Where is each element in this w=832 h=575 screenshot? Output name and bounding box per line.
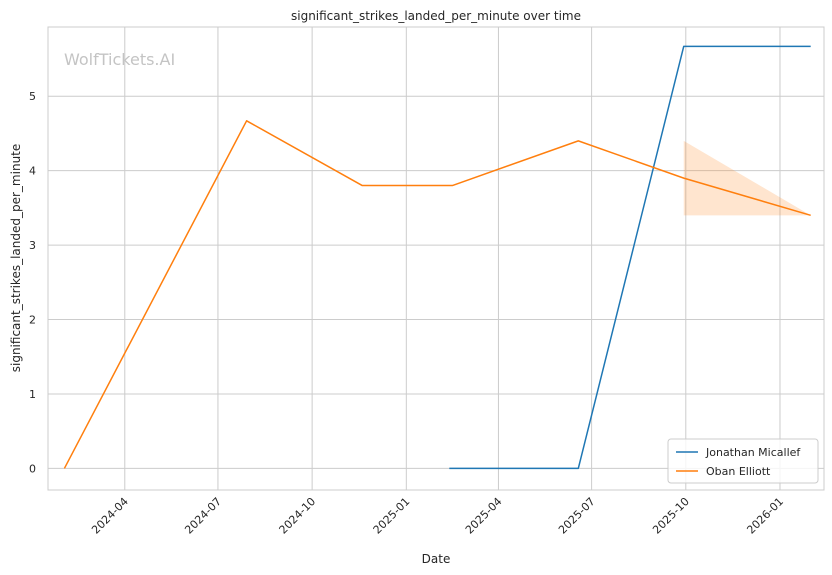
legend-label: Jonathan Micallef bbox=[705, 446, 801, 459]
x-tick-label: 2024-04 bbox=[89, 495, 131, 537]
x-tick-label: 2024-10 bbox=[277, 495, 319, 537]
series-layer bbox=[63, 45, 811, 470]
x-tick-label: 2025-04 bbox=[463, 495, 505, 537]
y-tick-label: 3 bbox=[29, 239, 36, 252]
y-axis-label: significant_strikes_landed_per_minute bbox=[9, 144, 23, 373]
y-tick-label: 5 bbox=[29, 90, 36, 103]
x-tick-label: 2026-01 bbox=[744, 495, 786, 537]
x-tick-labels: 2024-04 2024-07 2024-10 2025-01 2025-04 2025-… bbox=[89, 495, 786, 537]
y-tick-label: 0 bbox=[29, 462, 36, 475]
series-line bbox=[449, 45, 811, 470]
watermark: WolfTickets.AI bbox=[64, 50, 175, 69]
plot-frame bbox=[47, 26, 825, 491]
legend-label: Oban Elliott bbox=[706, 465, 771, 478]
y-tick-label: 2 bbox=[29, 314, 36, 327]
grid bbox=[48, 27, 824, 490]
y-tick-labels: 0 1 2 3 4 5 bbox=[29, 90, 36, 475]
x-tick-label: 2025-10 bbox=[650, 495, 692, 537]
x-axis-label: Date bbox=[422, 552, 451, 566]
y-tick-label: 1 bbox=[29, 388, 36, 401]
confidence-band bbox=[683, 140, 811, 216]
x-tick-label: 2024-07 bbox=[182, 495, 224, 537]
x-tick-label: 2025-01 bbox=[371, 495, 413, 537]
legend-box bbox=[667, 438, 819, 484]
plot-area bbox=[48, 27, 824, 490]
y-tick-label: 4 bbox=[29, 165, 36, 178]
series-line bbox=[63, 120, 811, 469]
band-layer bbox=[683, 140, 811, 216]
chart-title: significant_strikes_landed_per_minute ov… bbox=[291, 9, 581, 23]
x-tick-label: 2025-07 bbox=[556, 495, 598, 537]
legend: Jonathan Micallef Oban Elliott bbox=[667, 438, 819, 484]
